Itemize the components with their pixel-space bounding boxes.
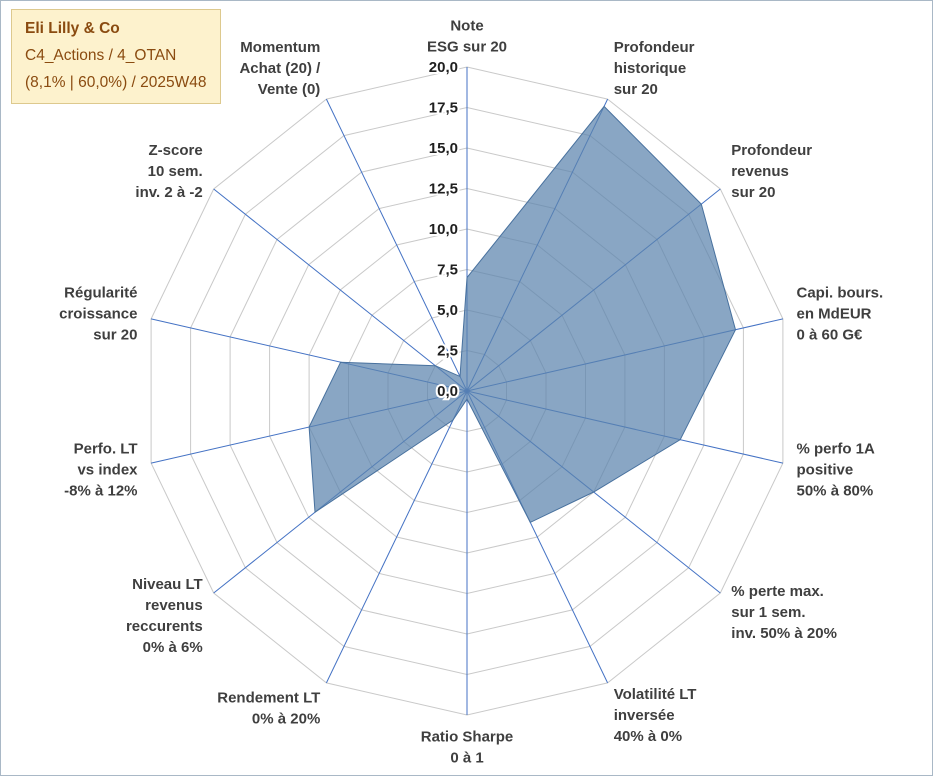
radial-tick-label: 2,5 [437, 343, 458, 360]
radial-tick-label: 15,0 [429, 140, 458, 157]
axis-label-note-esg: Note ESG sur 20 [427, 18, 507, 56]
axis-label-profondeur-revenus: Profondeur revenus sur 20 [731, 142, 812, 201]
axis-label-ratio-sharpe: Ratio Sharpe 0 à 1 [421, 729, 514, 767]
axis-spoke-z-score [213, 188, 468, 392]
portfolio-label: C4_Actions / 4_OTAN [25, 47, 177, 64]
radial-tick-label: 20,0 [429, 59, 458, 76]
radial-tick-label: 7,5 [437, 262, 458, 279]
axis-spoke-rendement-lt [325, 390, 468, 684]
title-box: Eli Lilly & Co C4_Actions / 4_OTAN (8,1%… [11, 9, 221, 104]
radial-tick-label: 5,0 [437, 302, 458, 319]
axis-label-regularite-croissance: Régularité croissance sur 20 [59, 285, 137, 344]
radial-tick-label: 17,5 [429, 100, 458, 117]
axis-label-perfo-1a-positive: % perfo 1A positive 50% à 80% [797, 441, 876, 500]
radial-tick-label: 0,0 [437, 383, 458, 400]
radial-tick-label: 12,5 [429, 181, 458, 198]
axis-label-perfo-lt-vs-index: Perfo. LT vs index -8% à 12% [64, 441, 138, 500]
axis-label-perte-max-1-sem: % perte max. sur 1 sem. inv. 50% à 20% [731, 583, 837, 642]
axis-label-profondeur-historique: Profondeur historique sur 20 [614, 39, 695, 98]
axis-spoke-momentum [325, 98, 468, 392]
axis-label-momentum: Momentum Achat (20) / Vente (0) [239, 39, 321, 98]
period-stats: (8,1% | 60,0%) / 2025W48 [25, 74, 207, 91]
series-polygon [308, 105, 737, 524]
axis-label-z-score: Z-score 10 sem. inv. 2 à -2 [135, 142, 202, 201]
radial-tick-label: 10,0 [429, 221, 458, 238]
axis-label-capi-boursiere: Capi. bours. en MdEUR 0 à 60 G€ [797, 285, 884, 344]
axis-label-rendement-lt: Rendement LT 0% à 20% [217, 690, 320, 728]
axis-label-niveau-lt-revenus: Niveau LT revenus reccurents 0% à 6% [126, 576, 203, 656]
axis-label-volatilite-lt-inversee: Volatilité LT inversée 40% à 0% [614, 686, 697, 745]
company-name: Eli Lilly & Co [25, 20, 120, 37]
